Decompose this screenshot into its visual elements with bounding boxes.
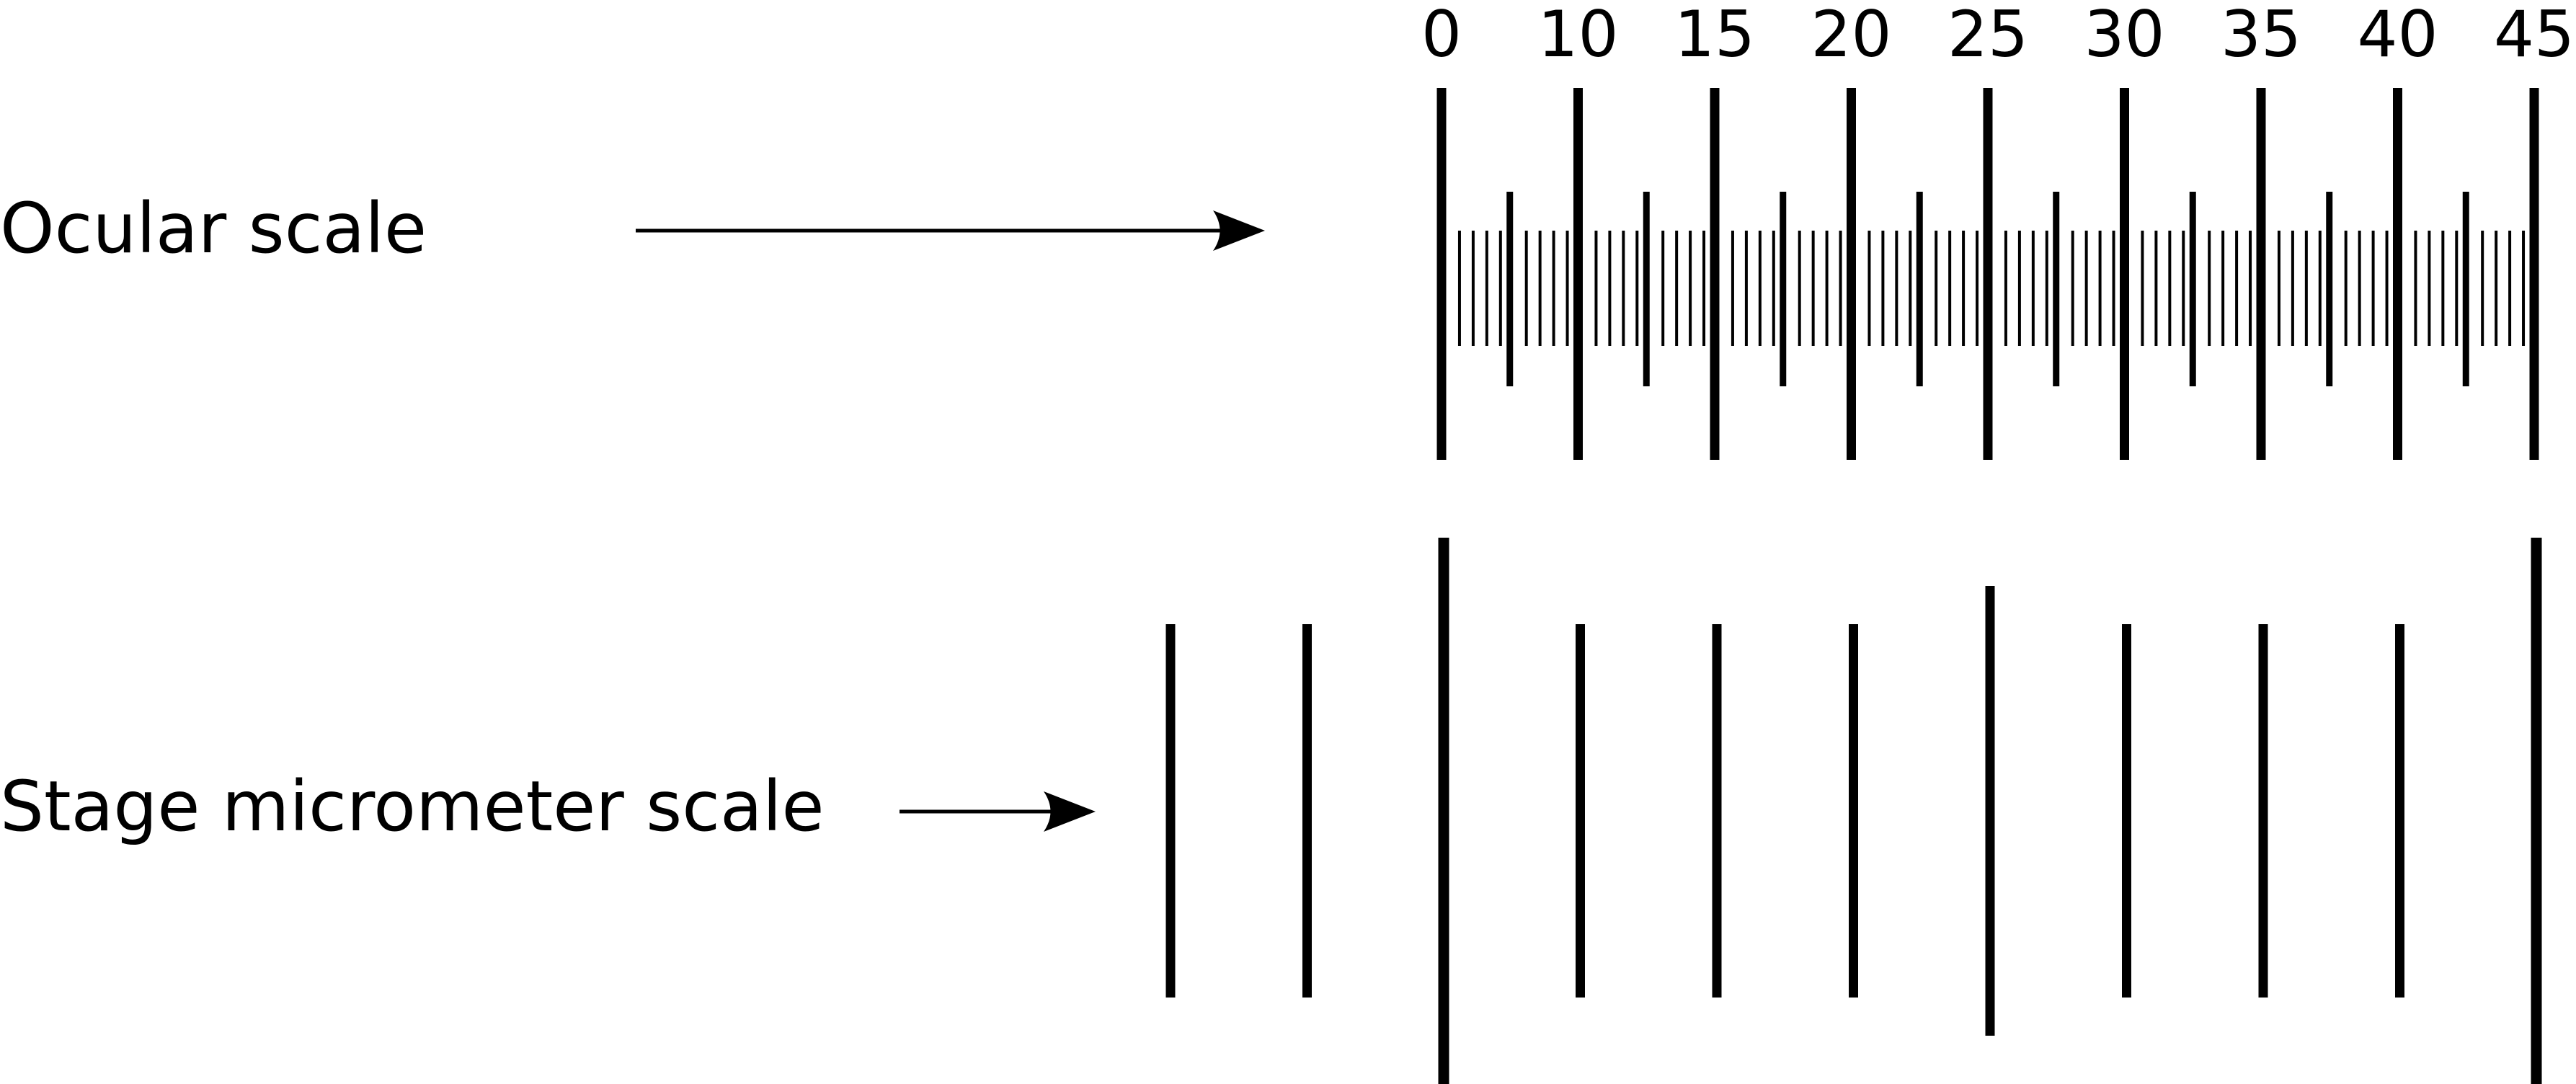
ocular-number-label: 10 [1538,0,1619,71]
ocular-arrow [636,210,1265,251]
ocular-number-label: 15 [1674,0,1755,71]
ocular-number-label: 20 [1811,0,1892,71]
ocular-number-label: 35 [2221,0,2301,71]
ocular-number-label: 25 [1947,0,2028,71]
ocular-number-label: 40 [2358,0,2438,71]
stage-micrometer-ticks [1165,538,2542,1084]
ocular-number-label: 45 [2494,0,2575,71]
stage-micrometer-scale-label: Stage micrometer scale [0,766,825,847]
ocular-scale-ticks [1436,88,2539,460]
ocular-number-label: 0 [1421,0,1462,71]
ocular-number-label: 30 [2084,0,2165,71]
ocular-scale-label: Ocular scale [0,188,427,269]
ocular-scale-numbers: 0 10 15 20 25 30 35 40 45 [1421,0,2575,71]
stage-arrow [900,791,1096,832]
arrow-right-icon [1213,210,1265,251]
arrow-right-icon [1044,791,1096,832]
